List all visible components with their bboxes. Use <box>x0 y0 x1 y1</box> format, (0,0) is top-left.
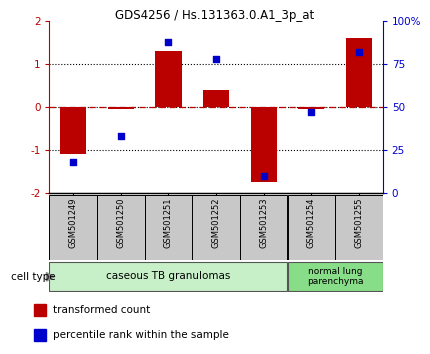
Bar <box>97 195 144 259</box>
Point <box>308 109 315 115</box>
Bar <box>192 195 240 259</box>
Text: normal lung
parenchyma: normal lung parenchyma <box>307 267 363 286</box>
Text: caseous TB granulomas: caseous TB granulomas <box>106 272 230 281</box>
Point <box>212 56 219 62</box>
Bar <box>49 262 287 291</box>
Bar <box>251 107 277 182</box>
Bar <box>34 304 46 316</box>
Point <box>70 159 77 165</box>
Point <box>165 39 172 45</box>
Text: transformed count: transformed count <box>53 305 151 315</box>
Text: GSM501250: GSM501250 <box>117 197 126 248</box>
Text: GSM501252: GSM501252 <box>212 197 221 248</box>
Point <box>356 49 362 55</box>
Bar <box>34 329 46 341</box>
Bar <box>288 195 335 259</box>
Text: GSM501254: GSM501254 <box>307 197 316 248</box>
Bar <box>346 38 372 107</box>
Text: percentile rank within the sample: percentile rank within the sample <box>53 330 229 339</box>
Bar <box>298 107 324 109</box>
Text: GSM501255: GSM501255 <box>354 197 363 248</box>
Text: cell type: cell type <box>11 272 55 282</box>
Bar <box>60 107 86 154</box>
Point <box>117 133 124 139</box>
Bar <box>240 195 287 259</box>
Bar <box>145 195 192 259</box>
Bar <box>108 107 134 109</box>
Bar <box>203 90 229 107</box>
Polygon shape <box>46 273 54 281</box>
Bar <box>335 195 383 259</box>
Point <box>260 173 267 178</box>
Bar <box>49 195 97 259</box>
Text: GSM501249: GSM501249 <box>69 197 78 248</box>
Text: GSM501253: GSM501253 <box>259 197 268 248</box>
Bar <box>288 262 383 291</box>
Bar <box>155 51 181 107</box>
Text: GSM501251: GSM501251 <box>164 197 173 248</box>
Text: GDS4256 / Hs.131363.0.A1_3p_at: GDS4256 / Hs.131363.0.A1_3p_at <box>115 9 315 22</box>
